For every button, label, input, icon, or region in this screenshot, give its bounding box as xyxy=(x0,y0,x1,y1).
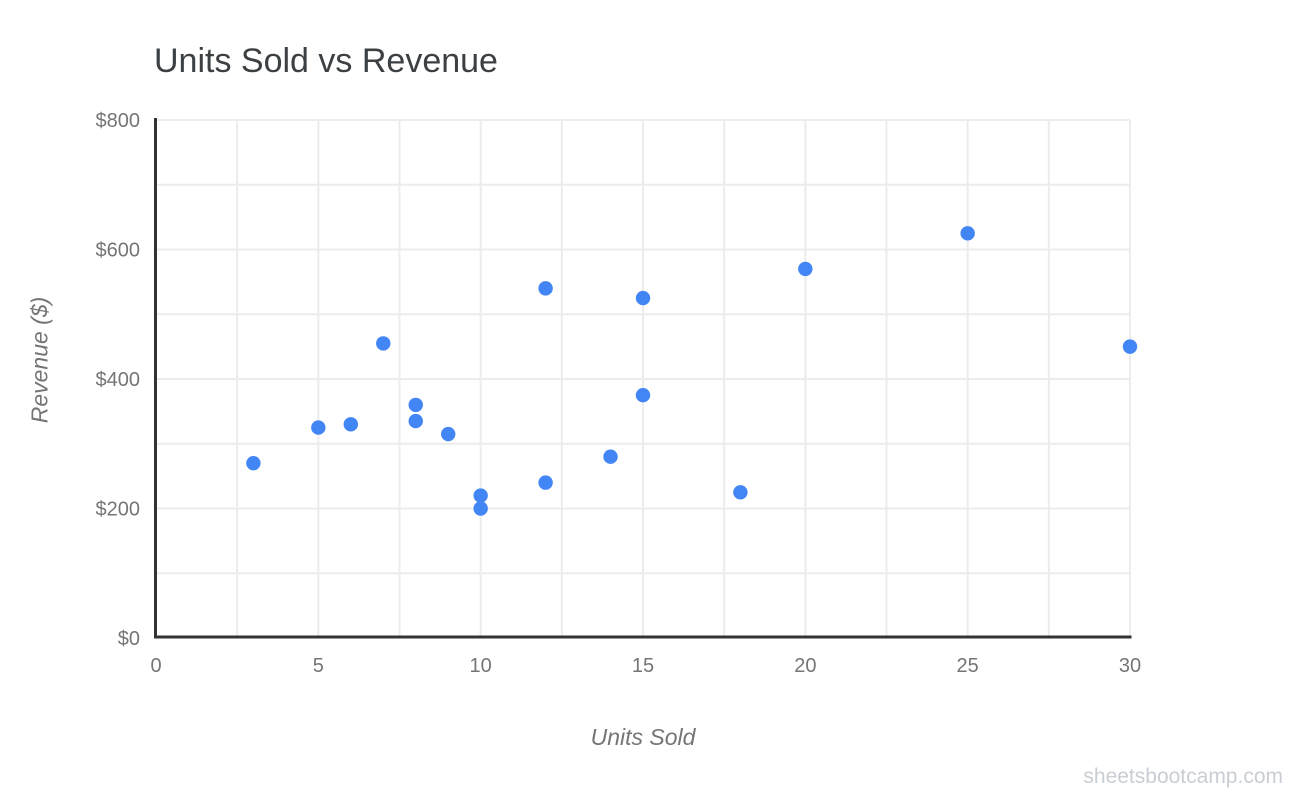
x-tick-label: 10 xyxy=(470,655,492,677)
x-tick-label: 0 xyxy=(150,655,161,677)
watermark: sheetsbootcamp.com xyxy=(1083,765,1283,788)
data-point xyxy=(635,387,651,403)
data-point xyxy=(376,336,391,351)
x-tick-label: 5 xyxy=(313,655,324,677)
data-point xyxy=(538,475,553,490)
data-point xyxy=(311,420,326,435)
data-point xyxy=(473,488,488,503)
y-tick-label: $800 xyxy=(96,110,141,132)
data-point xyxy=(603,449,618,464)
data-point xyxy=(246,455,261,471)
y-tick-label: $400 xyxy=(96,369,141,391)
data-point xyxy=(1122,339,1138,354)
data-point xyxy=(538,281,553,296)
x-tick-label: 30 xyxy=(1119,655,1141,677)
data-point xyxy=(441,426,456,442)
data-point xyxy=(960,226,975,241)
y-tick-label: $0 xyxy=(118,628,140,650)
data-point xyxy=(408,413,423,429)
data-point xyxy=(798,261,813,277)
x-tick-label: 15 xyxy=(632,655,654,677)
x-tick-label: 20 xyxy=(794,655,816,677)
data-point xyxy=(473,501,488,516)
y-axis-title: Revenue ($) xyxy=(26,296,53,424)
y-tick-label: $200 xyxy=(96,499,141,521)
data-point xyxy=(635,290,651,306)
data-point xyxy=(733,485,748,500)
x-tick-label: 25 xyxy=(957,655,979,677)
data-point xyxy=(343,417,358,432)
chart-title: Units Sold vs Revenue xyxy=(154,42,498,80)
x-axis-title: Units Sold xyxy=(590,724,696,750)
y-tick-label: $600 xyxy=(96,240,141,262)
data-point xyxy=(408,397,423,413)
